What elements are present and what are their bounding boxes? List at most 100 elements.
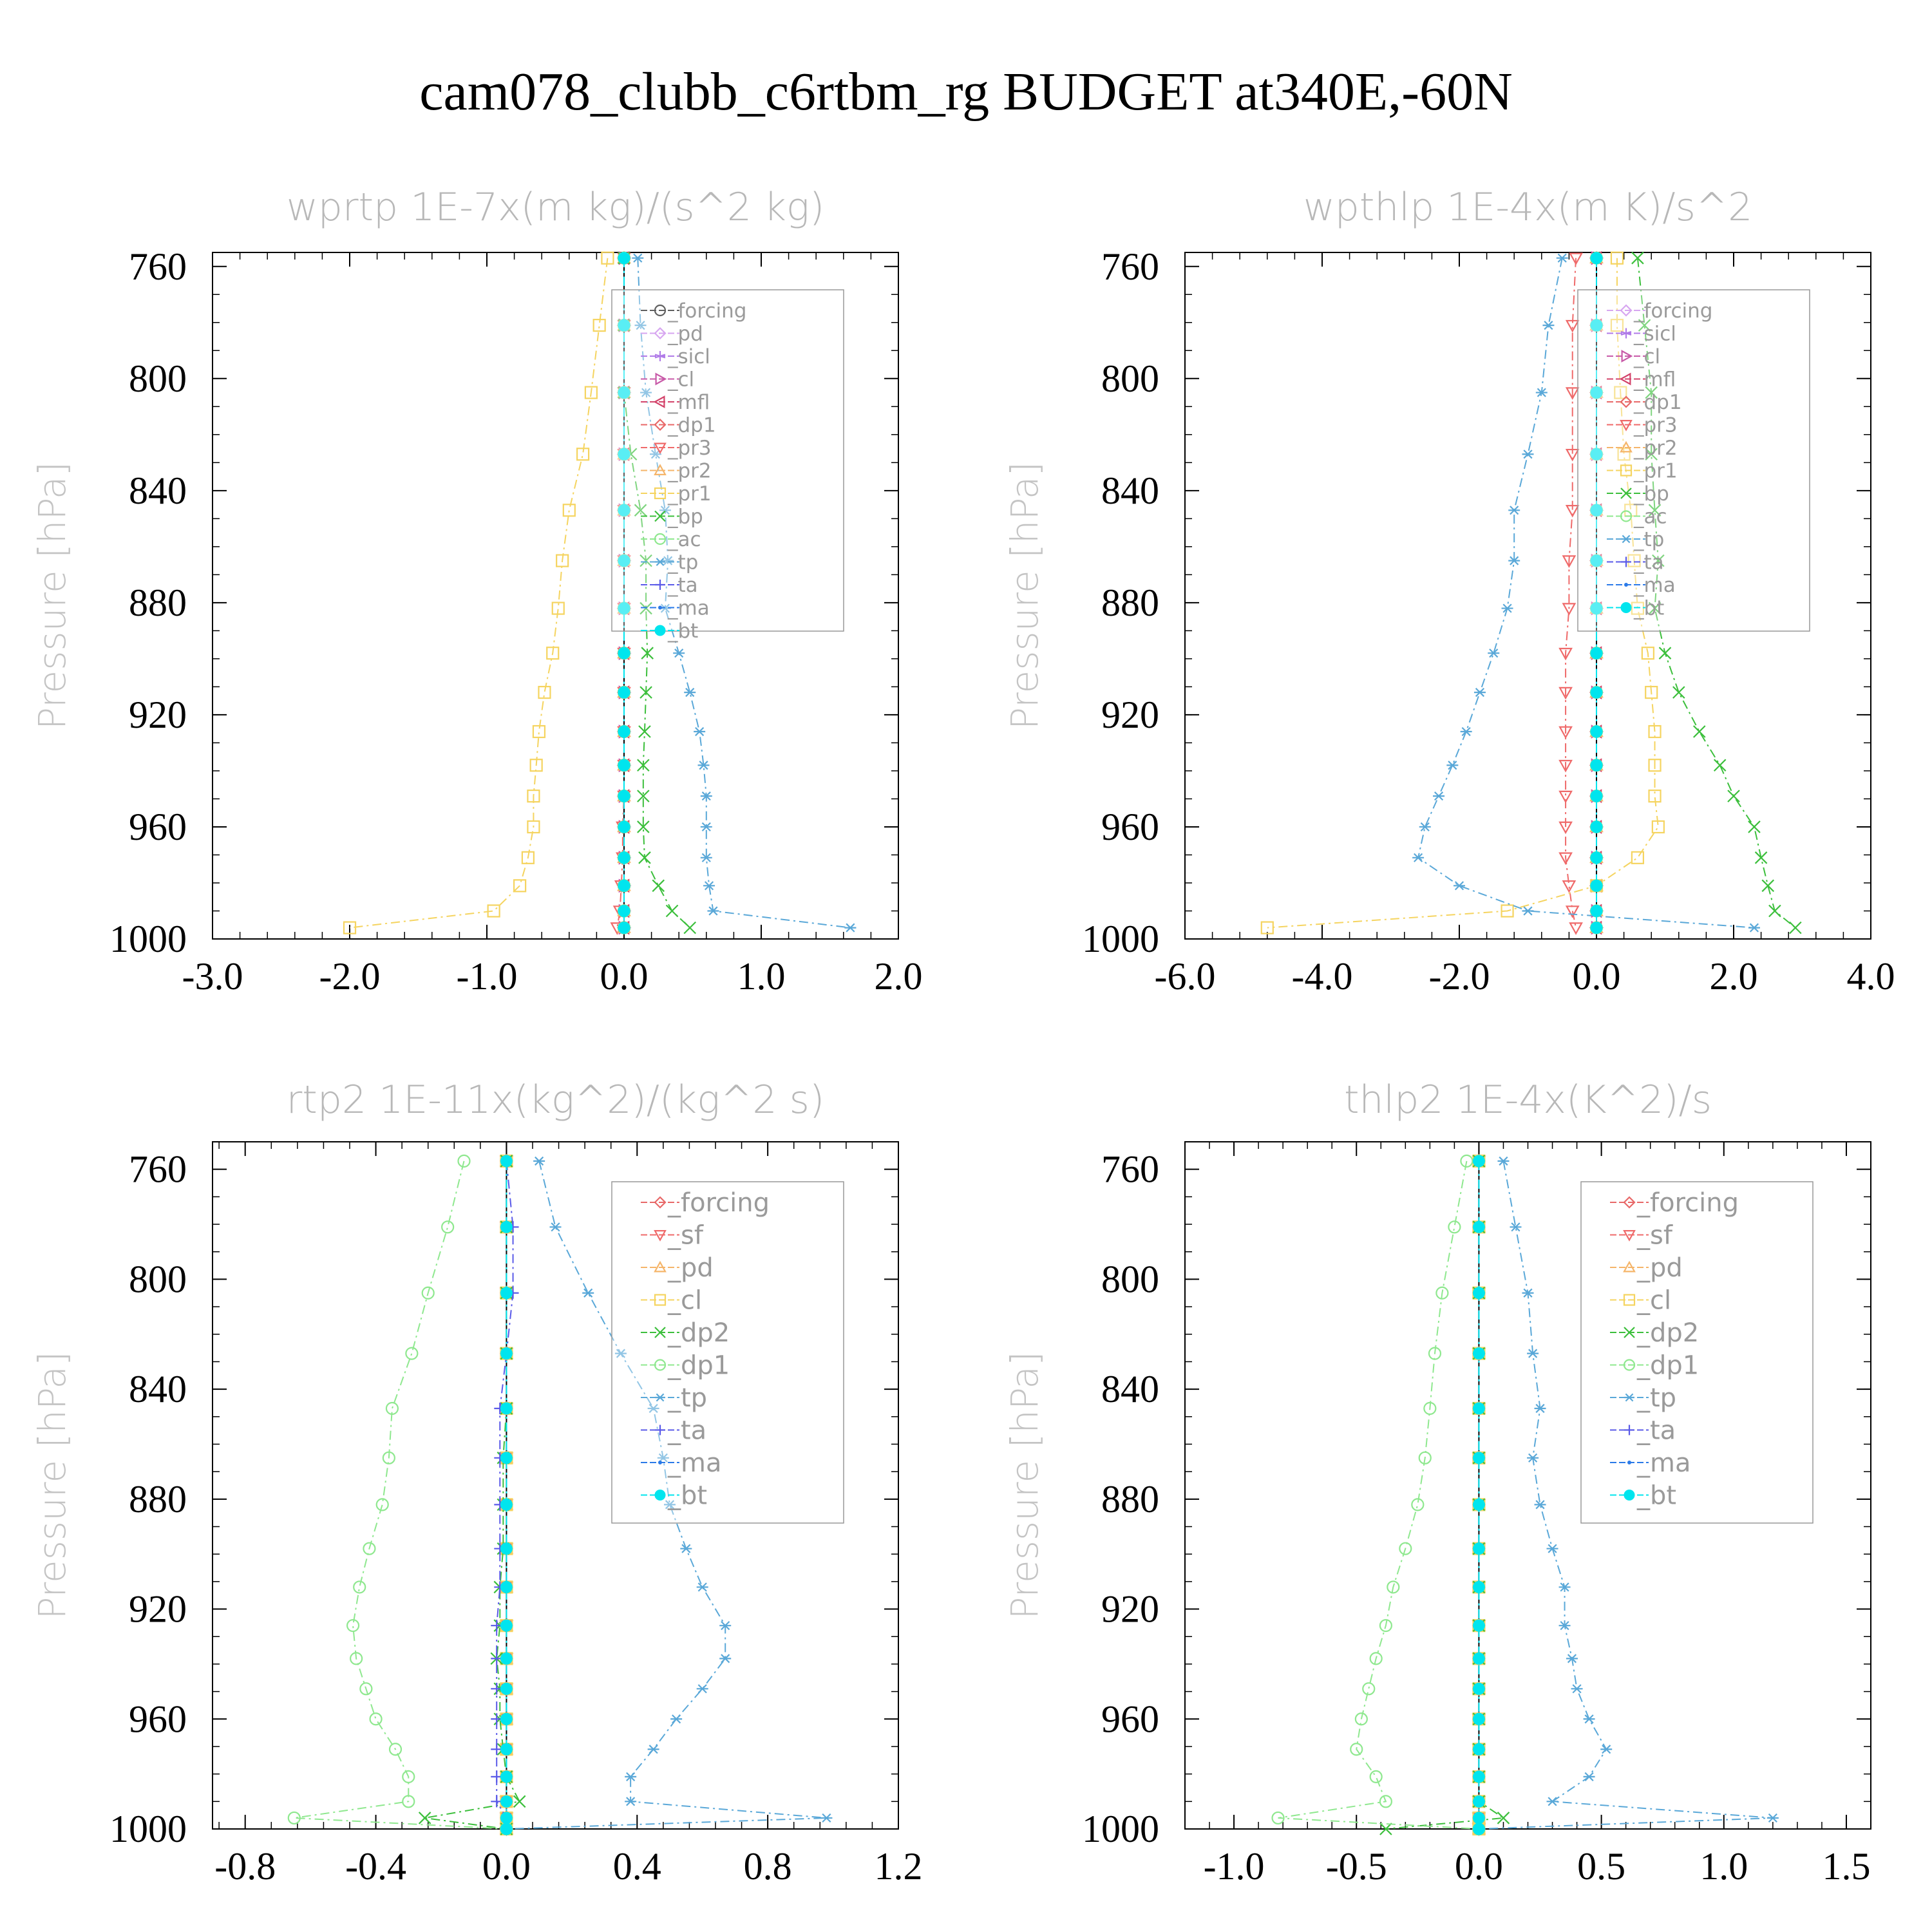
data-point — [1565, 319, 1580, 333]
data-point — [1546, 1544, 1558, 1553]
data-point — [1354, 1712, 1368, 1726]
data-point — [500, 1580, 513, 1593]
data-point — [665, 904, 679, 918]
legend-marker — [1624, 583, 1628, 587]
data-point — [662, 556, 674, 565]
data-point — [820, 1813, 833, 1823]
legend-label: _dp2 — [667, 1318, 730, 1348]
data-point — [1565, 905, 1580, 918]
series_bt — [500, 1155, 513, 1835]
x-tick-label: 1.5 — [1822, 1845, 1870, 1888]
data-point — [652, 879, 665, 893]
legend-label: _bp — [1633, 482, 1669, 506]
legend-label: _dp2 — [1636, 1318, 1699, 1348]
legend-marker — [654, 1490, 666, 1501]
legend-label: _forcing — [667, 1188, 770, 1218]
data-point — [673, 649, 685, 658]
x-tick-label: 0.5 — [1577, 1845, 1625, 1888]
x-tick-label: 2.0 — [1710, 955, 1758, 998]
legend-marker — [655, 558, 665, 566]
data-point — [500, 1812, 513, 1824]
data-point — [363, 1542, 376, 1555]
legend-label: _ac — [1633, 506, 1667, 529]
y-tick-label: 1000 — [1082, 918, 1159, 960]
legend-marker — [655, 1425, 665, 1435]
data-point — [527, 820, 540, 834]
legend-label: _sf — [667, 1221, 704, 1251]
data-point — [1472, 1712, 1485, 1725]
legend-label: _ta — [1636, 1416, 1676, 1446]
series-line — [637, 258, 851, 929]
data-point — [532, 724, 546, 739]
legend-marker — [1620, 464, 1633, 477]
data-point — [487, 904, 500, 918]
data-point — [350, 1652, 363, 1665]
data-point — [385, 1401, 399, 1416]
data-point — [694, 726, 706, 737]
legend-label: _ac — [667, 528, 701, 551]
y-tick-label: 760 — [1101, 1148, 1159, 1191]
data-point — [1565, 387, 1580, 400]
data-point — [1614, 386, 1627, 399]
x-tick-label: 1.2 — [875, 1845, 923, 1888]
y-tick-label: 800 — [129, 1258, 187, 1300]
series_dp1 — [1271, 1154, 1486, 1836]
data-point — [1419, 822, 1431, 832]
y-tick-label: 840 — [1101, 469, 1159, 512]
data-point — [1522, 450, 1534, 459]
data-point — [618, 386, 630, 399]
data-point — [618, 686, 630, 699]
x-tick-label: -1.0 — [457, 955, 518, 998]
legend-label: _bt — [1633, 597, 1664, 620]
legend-label: _tp — [667, 551, 698, 574]
legend-marker — [654, 625, 666, 636]
legend-label: _ma — [667, 597, 710, 620]
x-tick-label: -4.0 — [1292, 955, 1353, 998]
data-point — [1556, 253, 1568, 263]
data-point — [353, 1580, 366, 1594]
legend-label: _ma — [667, 1448, 721, 1478]
data-point — [1562, 555, 1577, 568]
x-tick-label: 1.0 — [1700, 1845, 1748, 1888]
data-point — [1590, 504, 1603, 516]
x-tick-label: -2.0 — [1429, 955, 1490, 998]
data-point — [1558, 726, 1573, 739]
data-point — [1558, 647, 1573, 661]
x-tick-label: -2.0 — [319, 955, 381, 998]
y-tick-label: 840 — [129, 1368, 187, 1410]
data-point — [683, 921, 697, 934]
data-point — [1651, 820, 1665, 834]
legend-label: _pr2 — [1633, 437, 1678, 460]
data-point — [1631, 251, 1644, 265]
data-point — [1590, 554, 1603, 567]
legend-label: _dp1 — [1636, 1351, 1699, 1381]
legend-marker — [1627, 1461, 1631, 1464]
y-tick-label: 920 — [1101, 694, 1159, 736]
y-tick-label: 800 — [129, 357, 187, 400]
data-point — [1713, 759, 1727, 772]
legend-marker — [1623, 1359, 1636, 1371]
data-point — [1652, 554, 1665, 567]
data-point — [1648, 789, 1662, 803]
y-axis-label: Pressure [hPa] — [30, 462, 74, 730]
y-tick-label: 920 — [129, 694, 187, 736]
data-point — [359, 1682, 373, 1696]
x-tick-label: 1.0 — [737, 955, 786, 998]
legend-marker — [654, 533, 667, 545]
series_bt — [1590, 252, 1603, 934]
legend-label: _pr3 — [1633, 414, 1678, 437]
data-point — [618, 504, 630, 516]
data-point — [375, 1498, 389, 1511]
data-point — [1527, 1349, 1539, 1358]
data-point — [1569, 252, 1583, 265]
legend-marker — [654, 464, 667, 476]
plot-frame — [1184, 252, 1871, 940]
data-point — [551, 601, 565, 615]
legend-marker — [1621, 535, 1631, 544]
data-point — [1558, 821, 1573, 835]
y-tick-label: 920 — [129, 1588, 187, 1631]
x-tick-label: 0.4 — [613, 1845, 661, 1888]
panels-container: wprtp 1E-7x(m kg)/(s^2 kg) Pressure [hPa]… — [30, 185, 1895, 1888]
legend-label: _pd — [667, 323, 703, 346]
data-point — [500, 1823, 513, 1835]
